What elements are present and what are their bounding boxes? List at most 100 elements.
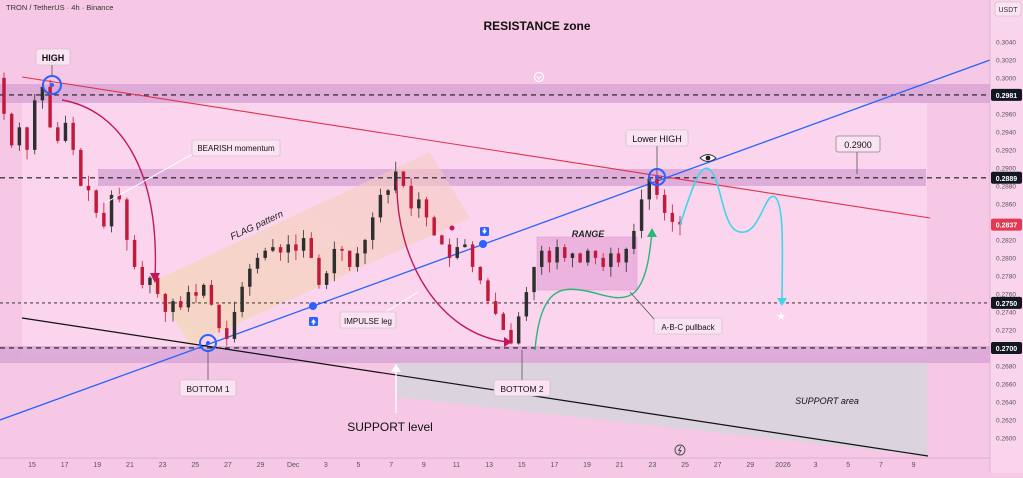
- candle-body: [209, 284, 214, 305]
- candle-body: [186, 292, 191, 308]
- candle-body: [378, 194, 383, 218]
- price-badge-label: 0.2700: [996, 346, 1018, 353]
- x-tick-label: Dec: [287, 462, 300, 469]
- price-badge-2889: [991, 171, 1022, 184]
- candle-body: [255, 257, 260, 269]
- bottom1-label-box: [179, 379, 237, 397]
- price-badge-label: 0.2837: [996, 223, 1018, 230]
- candle-body: [94, 190, 98, 213]
- x-tick-label: 25: [191, 462, 199, 469]
- x-tick-label: 19: [583, 462, 591, 469]
- x-tick-label: 3: [324, 462, 328, 469]
- impulse-label-connector: [383, 291, 419, 314]
- y-tick-label: 0.2960: [996, 111, 1016, 118]
- price-axis[interactable]: [990, 0, 1023, 473]
- eye-icon: [699, 154, 717, 162]
- projection-cyan-path: [679, 167, 784, 303]
- abc-label-box: [653, 317, 723, 335]
- candle-body: [155, 277, 160, 294]
- star-icon: ★: [776, 311, 786, 323]
- lightning-icon[interactable]: [674, 444, 686, 456]
- candle-body: [624, 248, 628, 263]
- impulse-label-box: [339, 311, 397, 329]
- lower-high-marker-dot: [655, 175, 659, 179]
- candle-body: [178, 301, 183, 308]
- abc-label: A-B-C pullback: [661, 323, 715, 332]
- resistance-zone-label: RESISTANCE zone: [483, 19, 590, 33]
- green-arrowhead: [647, 228, 657, 237]
- x-tick-label: 17: [61, 462, 69, 469]
- candle-body: [278, 247, 283, 253]
- currency-label: USDT: [998, 7, 1018, 14]
- drop-arrow: [396, 179, 509, 343]
- symbol-header[interactable]: TRON / TetherUS · 4h · Binance: [6, 3, 113, 12]
- breakout-dot: [479, 240, 487, 248]
- candle-body: [225, 328, 229, 339]
- high-label-box: [35, 48, 71, 66]
- descending-resistance-line[interactable]: [21, 76, 931, 219]
- candle-body: [616, 253, 621, 263]
- x-tick-label: 9: [912, 462, 916, 469]
- x-tick-label: 23: [159, 462, 167, 469]
- candle-body: [363, 239, 367, 254]
- x-tick-label: 15: [518, 462, 526, 469]
- highlight-region: [22, 100, 927, 358]
- sell-arrow-glyph: [482, 228, 487, 234]
- bearish-label-connector: [104, 149, 201, 204]
- ascending-trend-line[interactable]: [0, 59, 991, 421]
- y-tick-label: 0.3000: [996, 75, 1016, 82]
- candle-body: [486, 280, 490, 302]
- bottom2-label-box: [493, 379, 551, 397]
- lower-high-label-box: [625, 129, 689, 147]
- price-badge-2750: [991, 296, 1022, 309]
- candle-body: [309, 238, 314, 258]
- support-band: [0, 346, 990, 363]
- support-level-label: SUPPORT level: [347, 420, 433, 434]
- candle-body: [40, 86, 45, 101]
- abc-label-connector: [629, 291, 656, 321]
- candle-body: [125, 199, 129, 240]
- x-tick-label: 5: [357, 462, 361, 469]
- candle-body: [17, 127, 22, 146]
- candle-body: [132, 239, 137, 267]
- alert-icon-glyph: [536, 75, 542, 80]
- candle-body: [394, 171, 398, 191]
- candle-body: [263, 250, 267, 258]
- bearish-arrowhead: [150, 273, 160, 283]
- candle-body: [163, 293, 168, 312]
- y-tick-label: 0.2740: [996, 309, 1016, 316]
- candle-body: [478, 266, 483, 281]
- price-badge-2837: [991, 218, 1022, 231]
- x-tick-label: 15: [28, 462, 36, 469]
- candle-body: [417, 199, 421, 209]
- candle-body: [662, 194, 667, 213]
- high-label: HIGH: [42, 53, 65, 63]
- candle-body: [63, 122, 68, 141]
- support-trend-line[interactable]: [21, 317, 929, 457]
- candle-body: [140, 266, 145, 285]
- y-tick-label: 0.2640: [996, 399, 1016, 406]
- candle-body: [609, 253, 613, 267]
- candle-body: [409, 185, 413, 209]
- cyan-arrowhead: [777, 298, 787, 306]
- candle-body: [601, 257, 605, 267]
- y-tick-label: 0.2800: [996, 255, 1016, 262]
- candle-body: [240, 286, 244, 312]
- alert-icon[interactable]: [533, 71, 545, 83]
- candle-body: [524, 292, 529, 317]
- candle-body: [25, 127, 29, 150]
- currency-box: [994, 1, 1022, 17]
- candle-body: [217, 304, 221, 329]
- candle-body: [347, 250, 352, 267]
- candle-body: [109, 194, 114, 227]
- candle-body: [201, 284, 206, 296]
- bottom1-marker-dot: [206, 341, 210, 345]
- candle-body: [501, 313, 506, 330]
- candle-body: [86, 185, 91, 191]
- candle-body: [294, 244, 298, 251]
- candle-body: [516, 316, 521, 344]
- x-tick-label: 27: [714, 462, 722, 469]
- target-label: 0.2900: [844, 140, 872, 150]
- range-box: [536, 236, 638, 291]
